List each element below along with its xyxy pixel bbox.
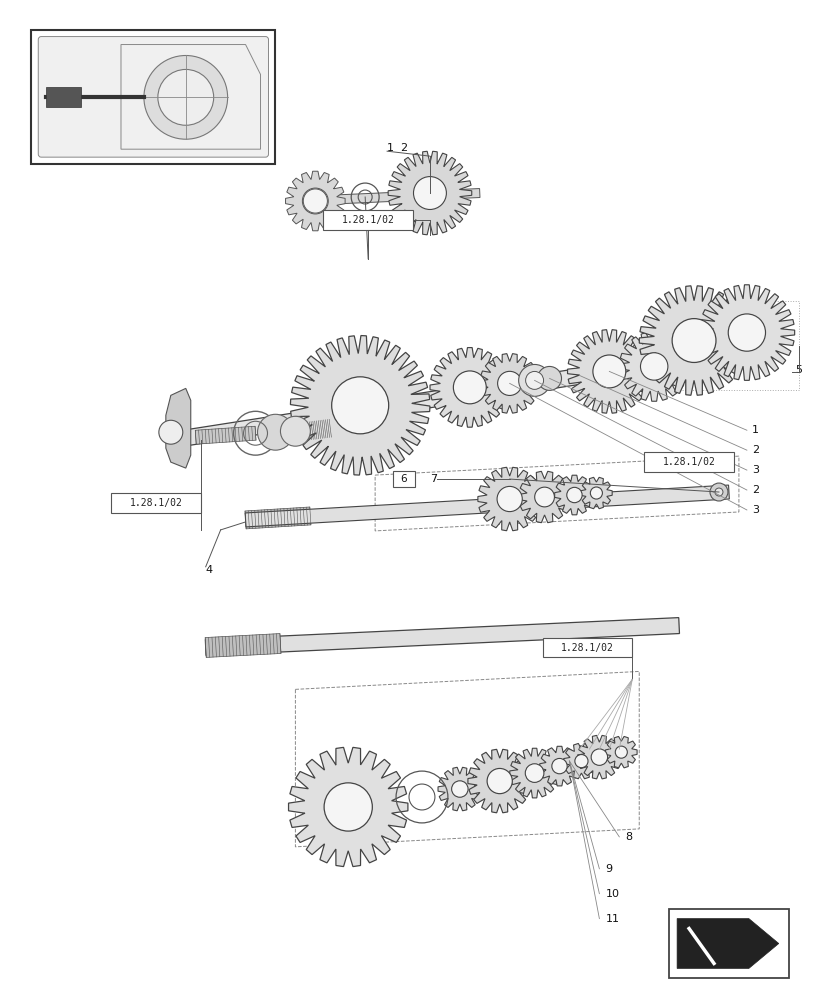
Circle shape bbox=[525, 371, 543, 389]
Circle shape bbox=[566, 487, 581, 503]
Circle shape bbox=[590, 749, 607, 765]
Text: 1  2: 1 2 bbox=[387, 143, 408, 153]
Circle shape bbox=[672, 319, 715, 362]
Polygon shape bbox=[170, 358, 650, 448]
Polygon shape bbox=[289, 419, 331, 442]
Circle shape bbox=[303, 189, 327, 213]
Bar bbox=[393, 471, 414, 487]
Bar bbox=[668, 909, 788, 978]
Polygon shape bbox=[285, 171, 345, 231]
Polygon shape bbox=[205, 634, 280, 657]
Circle shape bbox=[524, 764, 543, 782]
Polygon shape bbox=[429, 348, 509, 427]
Polygon shape bbox=[509, 748, 559, 798]
Bar bbox=[111, 493, 200, 513]
Circle shape bbox=[302, 188, 327, 214]
Polygon shape bbox=[437, 767, 481, 811]
Circle shape bbox=[640, 353, 667, 380]
Circle shape bbox=[590, 487, 602, 499]
Circle shape bbox=[497, 371, 521, 395]
Circle shape bbox=[413, 177, 446, 209]
Polygon shape bbox=[477, 467, 541, 531]
Text: 4: 4 bbox=[205, 565, 213, 575]
Circle shape bbox=[144, 55, 227, 139]
Polygon shape bbox=[288, 747, 408, 867]
Circle shape bbox=[534, 487, 554, 507]
Circle shape bbox=[332, 377, 388, 434]
Circle shape bbox=[323, 783, 372, 831]
Polygon shape bbox=[577, 735, 620, 779]
Polygon shape bbox=[467, 749, 531, 813]
Text: 1.28.1/02: 1.28.1/02 bbox=[561, 643, 613, 653]
Circle shape bbox=[728, 314, 765, 351]
Polygon shape bbox=[539, 746, 579, 786]
Text: 11: 11 bbox=[605, 914, 619, 924]
Circle shape bbox=[518, 364, 550, 396]
Polygon shape bbox=[388, 151, 471, 235]
Bar bbox=[542, 638, 632, 657]
Polygon shape bbox=[519, 471, 570, 523]
Polygon shape bbox=[563, 743, 599, 779]
Polygon shape bbox=[698, 285, 794, 380]
Polygon shape bbox=[290, 336, 429, 475]
Circle shape bbox=[257, 414, 293, 450]
Polygon shape bbox=[165, 388, 190, 468]
Circle shape bbox=[715, 488, 722, 496]
Circle shape bbox=[614, 746, 627, 758]
Circle shape bbox=[496, 486, 522, 512]
Circle shape bbox=[293, 179, 337, 223]
Polygon shape bbox=[676, 919, 778, 968]
Text: 2: 2 bbox=[751, 485, 758, 495]
Circle shape bbox=[709, 483, 727, 501]
Polygon shape bbox=[480, 354, 539, 413]
Circle shape bbox=[280, 416, 310, 446]
Text: 3: 3 bbox=[751, 505, 758, 515]
Circle shape bbox=[592, 355, 625, 388]
Text: 6: 6 bbox=[400, 474, 407, 484]
Circle shape bbox=[158, 69, 213, 125]
Text: 1: 1 bbox=[751, 425, 758, 435]
Polygon shape bbox=[566, 330, 650, 413]
Bar bbox=[46, 87, 81, 107]
Circle shape bbox=[159, 420, 183, 444]
Polygon shape bbox=[245, 485, 729, 527]
Circle shape bbox=[574, 755, 587, 768]
Circle shape bbox=[537, 366, 561, 390]
Text: 1.28.1/02: 1.28.1/02 bbox=[129, 498, 182, 508]
FancyBboxPatch shape bbox=[38, 37, 268, 157]
Bar bbox=[323, 210, 413, 230]
Text: 9: 9 bbox=[605, 864, 612, 874]
Text: 8: 8 bbox=[624, 832, 632, 842]
Text: 1.28.1/02: 1.28.1/02 bbox=[342, 215, 394, 225]
Polygon shape bbox=[605, 736, 636, 768]
Circle shape bbox=[451, 781, 467, 797]
Text: 1.28.1/02: 1.28.1/02 bbox=[662, 457, 715, 467]
Polygon shape bbox=[245, 507, 310, 529]
Polygon shape bbox=[638, 286, 748, 395]
Bar bbox=[31, 30, 275, 164]
Polygon shape bbox=[554, 475, 594, 515]
Polygon shape bbox=[580, 477, 611, 509]
Text: 2: 2 bbox=[751, 445, 758, 455]
Circle shape bbox=[551, 758, 566, 774]
Circle shape bbox=[453, 371, 485, 404]
Polygon shape bbox=[195, 426, 256, 444]
Bar bbox=[643, 452, 733, 472]
Text: 5: 5 bbox=[794, 365, 801, 375]
Polygon shape bbox=[205, 618, 679, 655]
Circle shape bbox=[486, 768, 512, 794]
Polygon shape bbox=[619, 332, 688, 401]
Text: 10: 10 bbox=[605, 889, 619, 899]
Text: 3: 3 bbox=[751, 465, 758, 475]
Polygon shape bbox=[300, 189, 480, 205]
Text: 7: 7 bbox=[429, 474, 437, 484]
